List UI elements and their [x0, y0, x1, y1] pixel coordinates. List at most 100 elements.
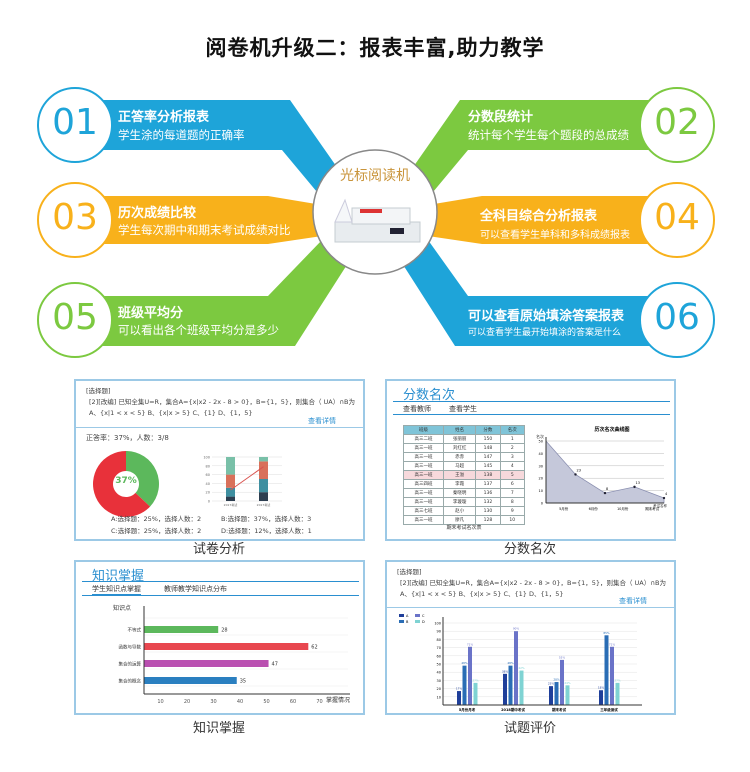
legend-label: A — [406, 614, 409, 618]
bar — [503, 673, 507, 705]
data-label: 27% — [472, 678, 479, 682]
table-row: 高三四班 李霞 137 6 — [402, 479, 526, 489]
legend-swatch — [399, 620, 404, 623]
data-label: 47 — [272, 662, 278, 668]
tick-label: 40 — [206, 482, 210, 486]
ribbon-05 — [100, 240, 350, 346]
question-type: [选择题] — [397, 568, 422, 576]
tick-label: 20 — [184, 699, 190, 705]
table-header: 分数 — [475, 425, 501, 435]
tick-label: 40 — [237, 699, 243, 705]
table-row: 高三一班 李璇璇 132 8 — [402, 497, 526, 507]
tick-label: 40 — [437, 671, 441, 675]
legend-swatch — [415, 620, 420, 623]
data-label: 23% — [548, 682, 555, 686]
bar — [457, 691, 461, 705]
table-cell: 赵小 — [443, 506, 477, 516]
bar — [473, 682, 478, 705]
caption-knowledge: 知识掌握 — [192, 721, 245, 736]
ribbon-01 — [100, 100, 348, 198]
table-cell: 137 — [475, 479, 501, 489]
view-details-link[interactable]: 查看详情 — [308, 417, 336, 425]
bar — [615, 682, 620, 705]
question-text: [2][改编] 已知全集U=R，集合A={x|x2 - 2x - 8 > 0}，… — [400, 579, 666, 587]
tick-label: 0 — [208, 500, 210, 504]
bar — [144, 643, 309, 650]
table-cell: 138 — [475, 470, 501, 480]
tick-label: 30 — [539, 464, 543, 468]
circle-01 — [37, 87, 113, 163]
data-label: 42% — [518, 666, 525, 670]
feature-number: 05 — [52, 297, 98, 338]
table-cell: 李璇璇 — [443, 497, 477, 507]
feature-desc: 学生每次期中和期末考试成绩对比 — [118, 223, 291, 237]
table-header: 班级 — [402, 425, 445, 435]
tick-label: 70 — [316, 699, 322, 705]
table-header: 名次 — [499, 425, 526, 435]
bar — [560, 659, 564, 705]
legend-label: C — [422, 614, 425, 618]
table-cell: 高三一班 — [402, 497, 445, 507]
caption-question-eval: 试题评价 — [503, 721, 556, 736]
view-details-link[interactable]: 查看详情 — [619, 597, 647, 605]
table-cell: 10 — [499, 515, 526, 525]
panel-exam-analysis: [选择题] [2][改编] 已知全集U=R，集合A={x|x2 - 2x - 8… — [74, 379, 365, 541]
tick-label: 100 — [203, 456, 210, 460]
feature-number: 06 — [654, 297, 700, 338]
data-label: 8 — [606, 487, 608, 491]
category-label: 集合的运算 — [119, 661, 142, 668]
tick-label: 20 — [539, 477, 543, 481]
panel-score-rank: 分数名次 查看教师 查看学生 班级 姓名 分数 名次 高三二班 张丽丽 150 1 高三… — [385, 379, 676, 541]
table-row: 高三一班 赤赤 147 3 — [402, 452, 526, 462]
stacked-bar-chart: 0 20 40 60 80 100 2017考试 2017考试 — [203, 456, 282, 507]
bar — [514, 631, 518, 705]
table-cell: 145 — [475, 461, 501, 471]
data-label: 27% — [614, 678, 621, 682]
data-label: 62 — [311, 645, 317, 651]
category-label: 5月份 — [559, 506, 569, 511]
option-stat: C:选择题：25%，选择人数：2 — [111, 527, 202, 535]
stacked-bar-segment — [259, 479, 268, 493]
table-row: 高三一班 王溢 138 5 — [402, 470, 526, 480]
bar — [144, 626, 219, 633]
data-point — [603, 491, 607, 495]
rank-table: 班级 姓名 分数 名次 高三二班 张丽丽 150 1 高三一班 刘红红 148 2 高三一班 赤赤… — [402, 425, 526, 525]
table-cell: 6 — [499, 479, 526, 489]
circle-04 — [639, 182, 715, 258]
bar — [610, 646, 614, 705]
tick-label: 60 — [290, 699, 296, 705]
tick-label: 20 — [206, 491, 210, 495]
table-cell: 5 — [499, 470, 526, 480]
ribbon-06 — [400, 240, 650, 346]
feature-desc: 学生涂的每道题的正确率 — [118, 128, 245, 142]
question-options: A、{x|1 < x < 5} B、{x|x > 5} C、{1} D、{1，5… — [400, 590, 564, 598]
table-cell: 9 — [499, 506, 526, 516]
feature-title: 全科目综合分析报表 — [480, 209, 598, 224]
tab-teacher-knowledge[interactable]: 教师教学知识点分布 — [164, 585, 227, 593]
data-label: 24% — [564, 681, 571, 685]
data-label: 35 — [240, 679, 246, 685]
bar — [599, 690, 603, 705]
tick-label: 30 — [437, 679, 441, 683]
question-options: A、{x|1 < x < 5} B、{x|x > 5} C、{1} D、{1，5… — [89, 409, 253, 417]
tick-label: 50 — [263, 699, 269, 705]
table-row: 高三二班 张丽丽 150 1 — [402, 434, 526, 444]
tab-teacher[interactable]: 查看教师 — [403, 405, 431, 413]
stacked-bar-segment — [226, 487, 235, 497]
data-label: 13 — [636, 481, 640, 485]
table-caption: 期末考试名次表 — [446, 525, 482, 531]
stacked-bar-segment — [259, 457, 268, 462]
feature-desc: 统计每个学生每个题段的总成绩 — [468, 128, 629, 142]
bar — [508, 665, 513, 705]
data-label: 90% — [513, 627, 520, 631]
category-label: 期末考试 — [551, 707, 566, 712]
legend-swatch — [415, 614, 420, 617]
correct-rate-donut — [93, 451, 159, 517]
tab-student-knowledge[interactable]: 学生知识点掌握 — [92, 585, 141, 595]
feature-number: 04 — [654, 197, 700, 238]
feature-desc: 可以查看学生单科和多科成绩报表 — [480, 230, 630, 241]
feature-number: 01 — [52, 102, 98, 143]
table-cell: 2 — [499, 443, 526, 453]
feature-title: 可以查看原始填涂答案报表 — [468, 309, 625, 324]
bar — [519, 670, 524, 705]
